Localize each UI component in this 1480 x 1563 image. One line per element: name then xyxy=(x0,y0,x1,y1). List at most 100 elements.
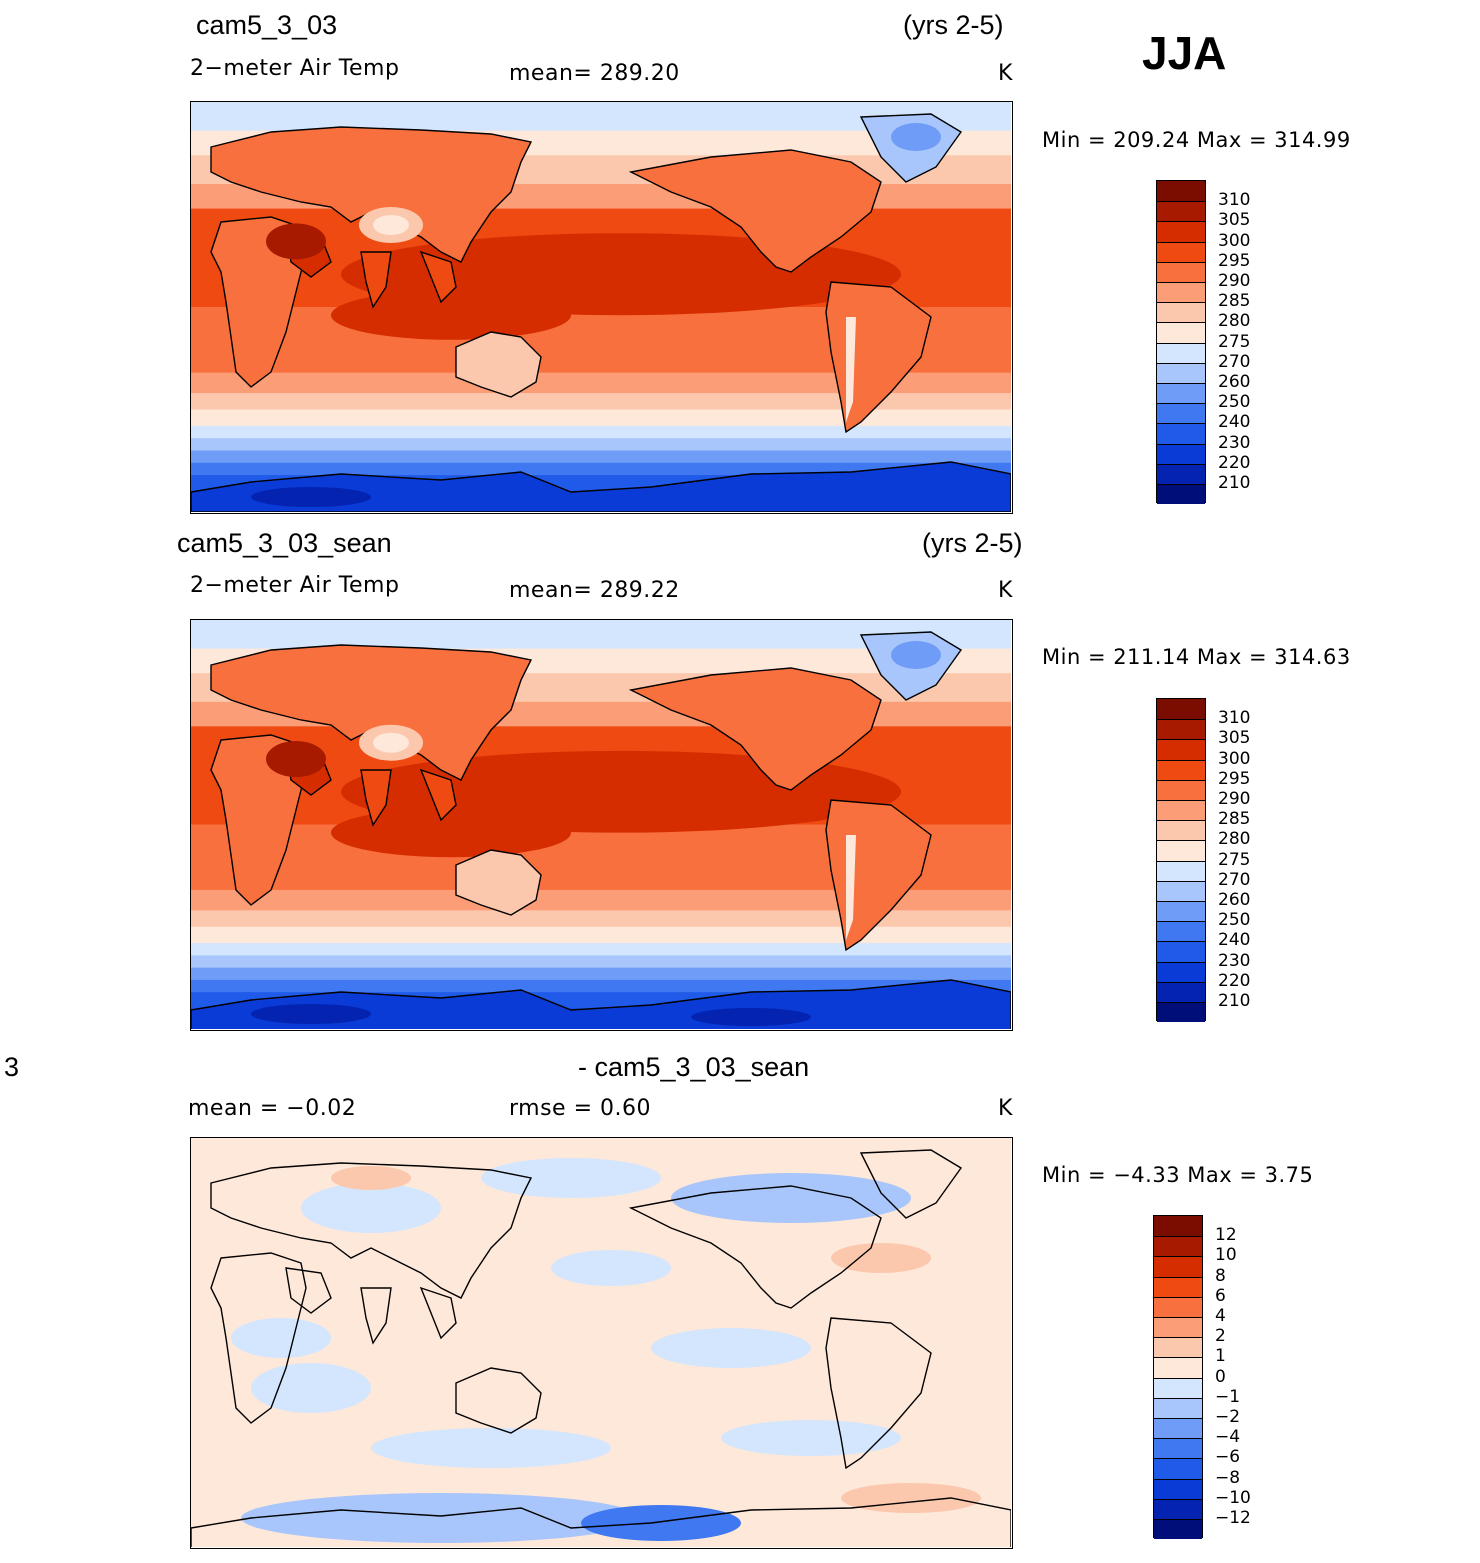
colorbar-swatch xyxy=(1154,1317,1202,1338)
colorbar-tick-label: −2 xyxy=(1215,1407,1241,1427)
colorbar-tick-label: 275 xyxy=(1218,331,1251,352)
colorbar-tick-label: −1 xyxy=(1215,1386,1241,1407)
colorbar-swatch xyxy=(1157,719,1205,740)
season-title: JJA xyxy=(1142,27,1227,79)
colorbar-tick-label: 4 xyxy=(1215,1306,1226,1326)
colorbar-swatches xyxy=(1153,1215,1203,1540)
panel1-case-title: cam5_3_03 xyxy=(196,10,338,40)
colorbar-swatch xyxy=(1157,443,1205,464)
colorbar-swatch xyxy=(1157,463,1205,484)
colorbar-tick-label: 280 xyxy=(1218,829,1251,850)
colorbar-swatch xyxy=(1154,1256,1202,1277)
colorbar-swatch xyxy=(1157,484,1205,505)
colorbar-swatch xyxy=(1154,1296,1202,1317)
panel1-units: K xyxy=(998,61,1013,86)
colorbar-tick-label: 230 xyxy=(1218,950,1251,971)
colorbar-tick-label: 210 xyxy=(1218,991,1251,1011)
colorbar-swatch xyxy=(1154,1478,1202,1499)
panel3-colorbar: 12 10 8 6 4 2 1 0 −1 −2 −4 −6 −8 −10 −12 xyxy=(1153,1215,1251,1540)
colorbar-tick-label: 240 xyxy=(1218,412,1251,433)
colorbar-tick-label: 270 xyxy=(1218,869,1251,890)
panel2-colorbar: 310 305 300 295 290 285 280 275 270 260 250 240 230 2… xyxy=(1156,698,1250,1023)
colorbar-tick-label: 250 xyxy=(1218,392,1251,413)
colorbar-tick-label: 290 xyxy=(1218,789,1251,809)
colorbar-swatch xyxy=(1157,880,1205,901)
panel3-minmax: Min = −4.33 Max = 3.75 xyxy=(1042,1163,1314,1187)
colorbar-tick-label: 230 xyxy=(1218,432,1251,453)
panel3-units: K xyxy=(998,1096,1013,1121)
colorbar-swatch xyxy=(1154,1377,1202,1398)
colorbar-swatches xyxy=(1156,180,1206,505)
colorbar-tick-label: 2 xyxy=(1215,1326,1226,1347)
colorbar-swatch xyxy=(1157,241,1205,262)
colorbar-swatch xyxy=(1157,981,1205,1002)
colorbar-swatch xyxy=(1157,800,1205,821)
colorbar-swatch xyxy=(1157,779,1205,800)
colorbar-tick-label: 10 xyxy=(1215,1245,1237,1266)
colorbar-tick-label: 12 xyxy=(1215,1225,1237,1246)
colorbar-tick-label: 300 xyxy=(1218,230,1251,251)
colorbar-swatch xyxy=(1157,901,1205,922)
colorbar-swatch xyxy=(1154,1357,1202,1378)
colorbar-swatch xyxy=(1157,759,1205,780)
colorbar-tick-label: −12 xyxy=(1215,1508,1251,1528)
colorbar-swatch xyxy=(1157,699,1205,720)
colorbar-swatch xyxy=(1154,1458,1202,1479)
panel2-variable: 2−meter Air Temp xyxy=(190,573,400,598)
colorbar-tick-label: 305 xyxy=(1218,728,1251,749)
colorbar-tick-label: 240 xyxy=(1218,930,1251,951)
colorbar-swatch xyxy=(1157,1002,1205,1023)
colorbar-swatch xyxy=(1157,941,1205,962)
colorbar-swatch xyxy=(1157,322,1205,343)
panel3-difference-field xyxy=(191,1138,1011,1547)
panel2-case-title: cam5_3_03_sean xyxy=(177,528,392,558)
colorbar-swatch xyxy=(1157,221,1205,242)
colorbar-tick-label: 220 xyxy=(1218,452,1251,473)
colorbar-swatch xyxy=(1154,1397,1202,1418)
colorbar-tick-label: 310 xyxy=(1218,708,1251,729)
panel2-map xyxy=(190,619,1013,1031)
colorbar-swatch xyxy=(1157,181,1205,202)
colorbar-swatch xyxy=(1157,840,1205,861)
panel1-temperature-field xyxy=(191,102,1011,512)
colorbar-swatch xyxy=(1157,282,1205,303)
colorbar-tick-label: 8 xyxy=(1215,1265,1226,1286)
colorbar-tick-label: 295 xyxy=(1218,250,1251,271)
colorbar-swatch xyxy=(1157,362,1205,383)
colorbar-tick-label: 285 xyxy=(1218,291,1251,312)
panel2-years: (yrs 2-5) xyxy=(922,528,1023,558)
panel1-map xyxy=(190,101,1013,514)
panel1-years: (yrs 2-5) xyxy=(903,10,1004,40)
colorbar-swatch xyxy=(1154,1236,1202,1257)
colorbar-swatch xyxy=(1157,961,1205,982)
colorbar-tick-label: −8 xyxy=(1215,1467,1241,1488)
colorbar-swatch xyxy=(1157,383,1205,404)
colorbar-tick-label: 285 xyxy=(1218,809,1251,830)
colorbar-tick-label: 1 xyxy=(1215,1346,1226,1367)
colorbar-swatch xyxy=(1157,739,1205,760)
colorbar-swatch xyxy=(1154,1276,1202,1297)
colorbar-tick-label: 260 xyxy=(1218,890,1251,910)
colorbar-swatch xyxy=(1157,403,1205,424)
panel3-left-label: 3 xyxy=(4,1052,20,1082)
colorbar-tick-label: 310 xyxy=(1218,190,1251,211)
colorbar-swatch xyxy=(1157,921,1205,942)
colorbar-tick-label: 295 xyxy=(1218,768,1251,789)
colorbar-tick-label: 6 xyxy=(1215,1285,1226,1306)
colorbar-tick-label: 0 xyxy=(1215,1366,1226,1387)
panel2-temperature-field xyxy=(191,620,1011,1029)
colorbar-tick-label: 210 xyxy=(1218,473,1251,493)
panel3-map xyxy=(190,1137,1013,1549)
colorbar-tick-label: −4 xyxy=(1215,1427,1241,1448)
colorbar-tick-label: 290 xyxy=(1218,271,1251,291)
panel3-rmse: rmse = 0.60 xyxy=(509,1096,651,1121)
panel3-mean: mean = −0.02 xyxy=(188,1096,357,1121)
colorbar-tick-label: 250 xyxy=(1218,910,1251,931)
colorbar-swatch xyxy=(1157,201,1205,222)
colorbar-tick-label: −6 xyxy=(1215,1447,1241,1468)
colorbar-tick-label: 305 xyxy=(1218,210,1251,231)
colorbar-swatch xyxy=(1157,342,1205,363)
panel1-mean: mean= 289.20 xyxy=(509,61,680,86)
panel1-variable: 2−meter Air Temp xyxy=(190,56,400,81)
panel1-minmax: Min = 209.24 Max = 314.99 xyxy=(1042,128,1351,152)
